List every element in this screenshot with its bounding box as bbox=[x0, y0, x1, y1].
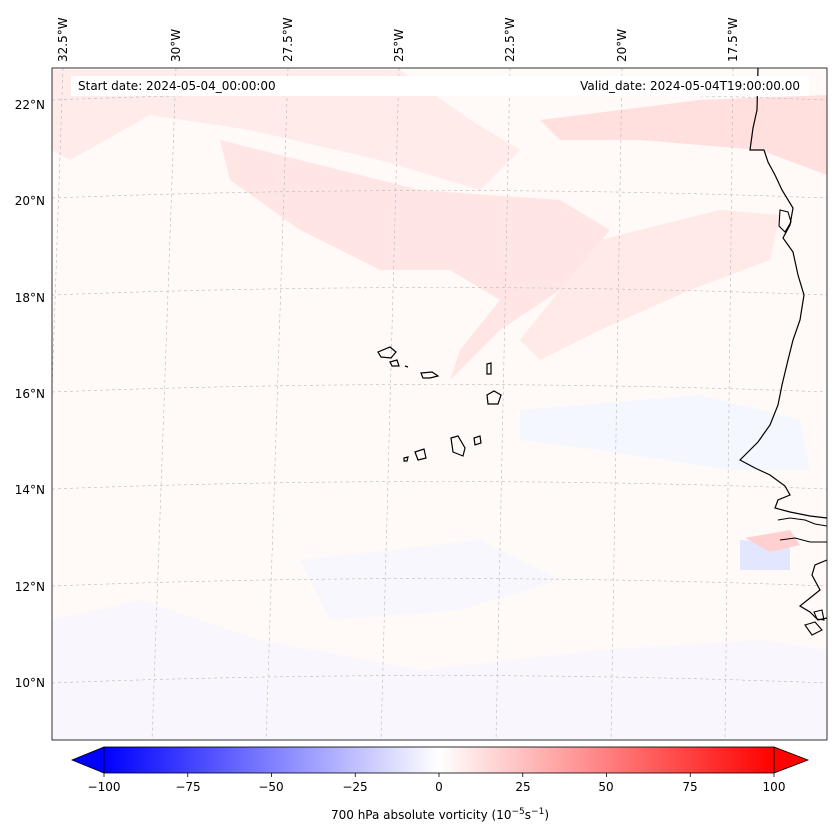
map-frame bbox=[51, 67, 828, 741]
positive-vorticity-spot-coast bbox=[745, 530, 800, 552]
colorbar-tick-label: −100 bbox=[87, 780, 121, 794]
colorbar-label: 700 hPa absolute vorticity (10−5s−1) bbox=[0, 807, 837, 822]
island-santo-antao bbox=[377, 346, 397, 359]
colorbar-tick-label: −50 bbox=[258, 780, 284, 794]
positive-vorticity-streak bbox=[220, 140, 610, 380]
colorbar-variable: 700 hPa absolute vorticity bbox=[330, 808, 488, 822]
cabo-verde-islands bbox=[377, 346, 502, 462]
colorbar-tick-label: −25 bbox=[342, 780, 368, 794]
lon-label-22-5w: 22.5°W bbox=[503, 17, 517, 62]
island-maio bbox=[473, 435, 482, 446]
lon-label-27-5w: 27.5°W bbox=[281, 17, 295, 62]
colorbar-ticks bbox=[103, 773, 775, 777]
lon-label-20w: 20°W bbox=[615, 28, 629, 62]
colorbar-extend-max bbox=[773, 746, 810, 774]
lat-label-18n: 18°N bbox=[14, 291, 45, 305]
island-sal bbox=[486, 362, 492, 375]
colorbar-extend-min bbox=[70, 746, 105, 774]
positive-vorticity-streak-east bbox=[520, 210, 780, 360]
lat-label-20n: 20°N bbox=[14, 194, 45, 208]
lat-label-16n: 16°N bbox=[14, 387, 45, 401]
lat-label-14n: 14°N bbox=[14, 483, 45, 497]
negative-vorticity-patch-south bbox=[52, 600, 827, 740]
lon-label-30w: 30°W bbox=[169, 28, 183, 62]
gambia-river-borders bbox=[777, 517, 827, 543]
banc-d-arguin-islet bbox=[778, 209, 792, 233]
colorbar-tick-label: 50 bbox=[598, 780, 614, 794]
lat-label-10n: 10°N bbox=[14, 676, 45, 690]
island-sao-vicente bbox=[389, 359, 400, 367]
colorbar-tick-label: 100 bbox=[762, 780, 786, 794]
map-area bbox=[52, 68, 827, 740]
island-santa-luzia bbox=[404, 365, 409, 368]
colorbar-tick-label: 75 bbox=[682, 780, 698, 794]
island-brava bbox=[403, 456, 409, 462]
date-info-box: Start date: 2024-05-04_00:00:00 Valid_da… bbox=[71, 76, 809, 96]
graticule bbox=[52, 68, 827, 740]
valid-date-label: Valid_date: 2024-05-04T19:00:00.00 bbox=[580, 79, 800, 93]
negative-vorticity-patch-center bbox=[300, 540, 560, 620]
island-fogo bbox=[414, 448, 427, 461]
negative-vorticity-patch-east bbox=[520, 395, 810, 470]
lon-label-17-5w: 17.5°W bbox=[726, 17, 740, 62]
start-date-label: Start date: 2024-05-04_00:00:00 bbox=[78, 79, 276, 93]
colorbar-tick-label: 0 bbox=[435, 780, 443, 794]
island-boa-vista bbox=[486, 390, 502, 405]
african-coastline bbox=[739, 68, 827, 621]
lon-label-32-5w: 32.5°W bbox=[56, 17, 70, 62]
colorbar-units: (10−5s−1) bbox=[491, 807, 550, 822]
lat-label-12n: 12°N bbox=[14, 580, 45, 594]
bijagos-islands bbox=[804, 609, 825, 636]
island-santiago bbox=[450, 435, 466, 457]
island-sao-nicolau bbox=[420, 371, 440, 379]
colorbar bbox=[103, 746, 775, 774]
colorbar-tick-label: 25 bbox=[515, 780, 531, 794]
lat-label-22n: 22°N bbox=[14, 98, 45, 112]
colorbar-tick-label: −75 bbox=[175, 780, 201, 794]
positive-vorticity-band-northeast bbox=[540, 95, 827, 175]
lon-label-25w: 25°W bbox=[392, 28, 406, 62]
